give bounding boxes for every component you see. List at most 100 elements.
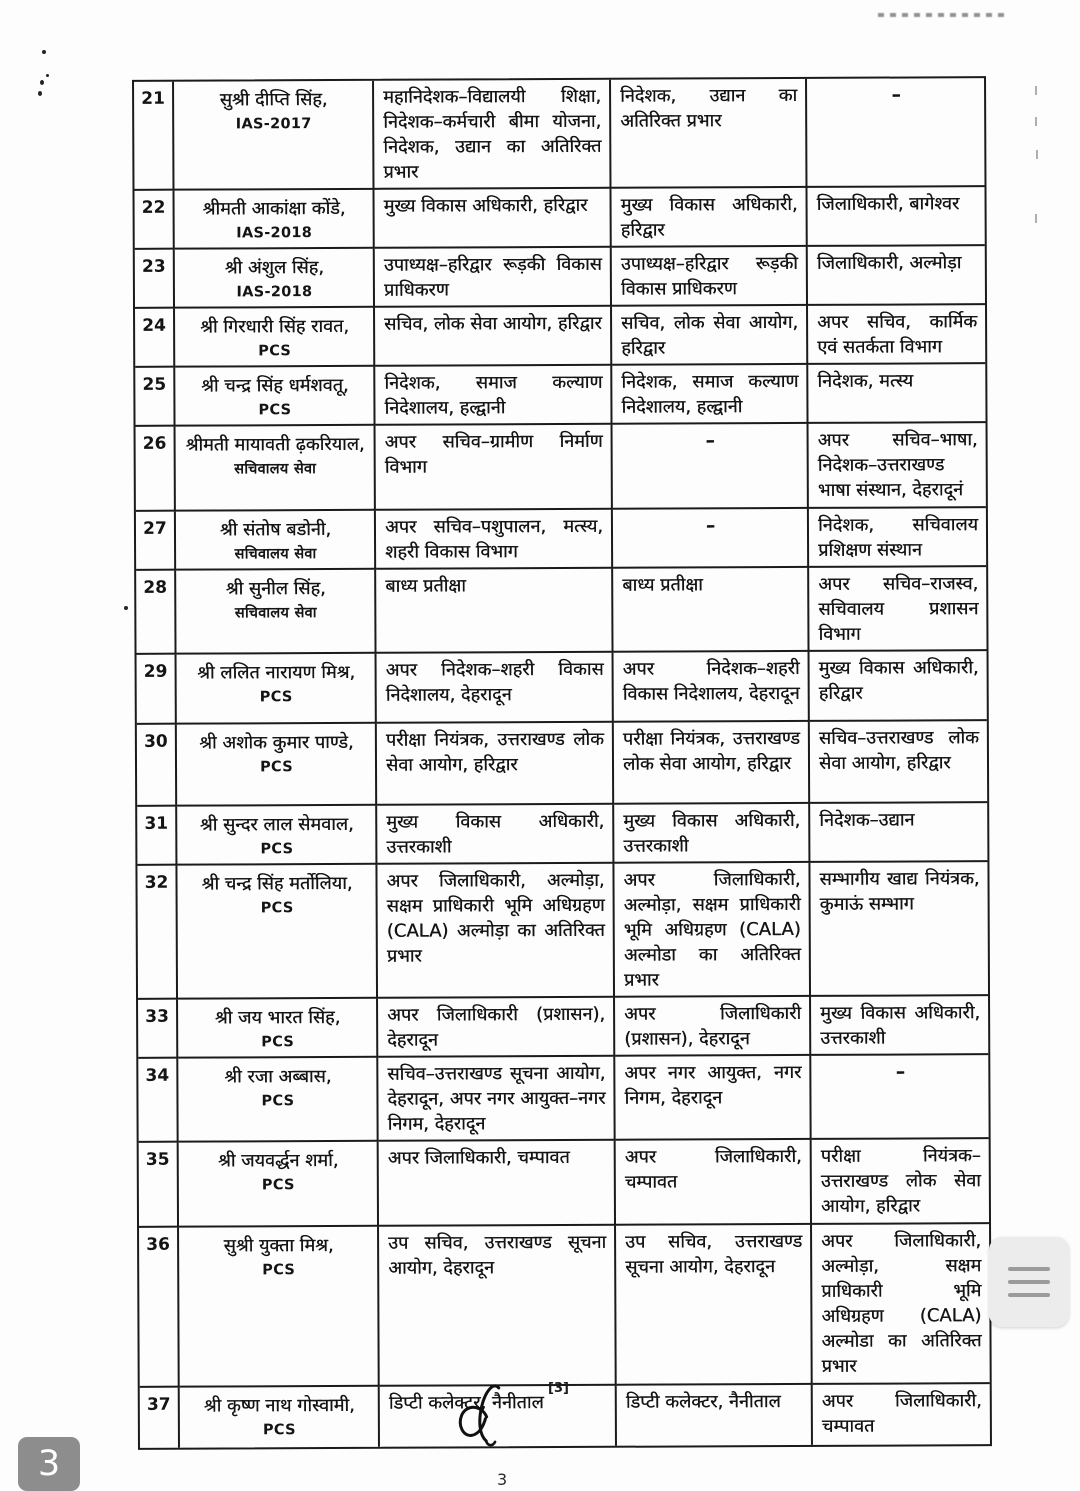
table-row: 22 श्रीमती आकांक्षा कोंडे, IAS-2018 मुख्य व… <box>134 187 985 250</box>
posting-cell: – <box>612 423 809 510</box>
officer-cadre: PCS <box>260 841 294 858</box>
officer-cadre: PCS <box>261 1177 295 1194</box>
posting-cell: अपर जिलाधिकारी, अल्मोड़ा, सक्षम प्राधिका… <box>812 1224 990 1385</box>
scan-edge-mark <box>1035 86 1037 95</box>
table-row: 21 सुश्री दीप्ति सिंह, IAS-2017 महानिदेशक–व… <box>134 78 985 191</box>
name-cell: श्री ललित नारायण मिश्र, PCS <box>176 653 377 725</box>
table-row: 35 श्री जयवर्द्धन शर्मा, PCS अपर जिलाधिकारी… <box>138 1139 990 1228</box>
posting-cell: निदेशक, उद्यान का अतिरिक्त प्रभार <box>611 78 808 189</box>
serial-cell: 25 <box>135 367 176 427</box>
posting-cell: सम्भागीय खाद्य नियंत्रक, कुमाऊं सम्भाग <box>810 862 989 997</box>
posting-cell: सचिव–उत्तराखण्ड लोक सेवा आयोग, हरिद्वार <box>809 721 988 804</box>
officer-name: श्री रजा अब्बास, <box>224 1066 332 1088</box>
posting-cell: निदेशक, समाज कल्याण निदेशालय, हल्द्वानी <box>612 364 809 425</box>
officer-cadre: PCS <box>259 689 293 706</box>
posting-cell: निदेशक, समाज कल्याण निदेशालय, हल्द्वानी <box>375 365 613 426</box>
serial-cell: 37 <box>139 1387 180 1448</box>
name-cell: श्री संतोष बडोनी, सचिवालय सेवा <box>175 510 377 571</box>
ink-speckle <box>46 74 49 77</box>
name-cell: श्रीमती आकांक्षा कोंडे, IAS-2018 <box>174 189 375 250</box>
posting-cell: अपर सचिव–राजस्व, सचिवालय प्रशासन विभाग <box>809 567 987 652</box>
table-row: 29 श्री ललित नारायण मिश्र, PCS अपर निदेशक–श… <box>136 651 987 725</box>
footer-page-number: 3 <box>497 1470 508 1489</box>
officer-name: सुश्री दीप्ति सिंह, <box>219 89 328 111</box>
officer-cadre: PCS <box>260 900 294 917</box>
posting-cell: अपर सचिव–भाषा, निदेशक–उत्तराखण्ड भाषा सं… <box>808 423 986 509</box>
menu-lines-icon <box>1008 1280 1050 1284</box>
transfer-table: 21 सुश्री दीप्ति सिंह, IAS-2017 महानिदेशक–व… <box>132 76 992 1450</box>
posting-cell: अपर निदेशक–शहरी विकास निदेशालय, देहरादून <box>376 652 614 724</box>
officer-cadre: IAS-2018 <box>236 284 313 301</box>
table-row: 33 श्री जय भारत सिंह, PCS अपर जिलाधिकारी (प… <box>138 996 989 1059</box>
serial-cell: 27 <box>135 511 177 571</box>
officer-cadre: सचिवालय सेवा <box>234 605 317 622</box>
name-cell: सुश्री दीप्ति सिंह, IAS-2017 <box>174 80 375 191</box>
posting-cell: अपर सचिव, कार्मिक एवं सतर्कता विभाग <box>808 305 986 365</box>
serial-cell: 32 <box>137 865 179 1000</box>
posting-cell: मुख्य विकास अधिकारी, उत्तरकाशी <box>614 803 811 864</box>
serial-cell: 21 <box>134 81 175 191</box>
serial-cell: 26 <box>135 426 176 512</box>
serial-cell: 35 <box>138 1142 180 1228</box>
posting-cell: मुख्य विकास अधिकारी, हरिद्वार <box>374 188 612 249</box>
table-row: 32 श्री चन्द्र सिंह मर्तोलिया, PCS अपर जिला… <box>137 862 989 1000</box>
posting-cell: परीक्षा नियंत्रक– उत्तराखण्ड लोक सेवा आय… <box>811 1139 990 1225</box>
officer-cadre: PCS <box>262 1422 296 1439</box>
ink-speckle <box>42 50 46 54</box>
name-cell: श्री गिरधारी सिंह रावत, PCS <box>175 307 376 368</box>
serial-cell: 28 <box>136 570 177 655</box>
officer-name: श्री जयवर्द्धन शर्मा, <box>217 1149 339 1172</box>
name-cell: श्री अंशुल सिंह, IAS-2018 <box>174 248 376 309</box>
name-cell: श्री कृष्ण नाथ गोस्वामी, PCS <box>179 1386 380 1448</box>
officer-name: श्री गिरधारी सिंह रावत, <box>200 315 350 338</box>
page-annotation: [3] <box>548 1381 569 1396</box>
posting-cell: अपर जिलाधिकारी, चम्पावत <box>821 1390 982 1437</box>
page-badge-label: 3 <box>37 1444 61 1484</box>
officer-cadre: PCS <box>261 1034 295 1051</box>
posting-cell: सचिव, लोक सेवा आयोग, हरिद्वार <box>612 305 809 366</box>
posting-cell: परीक्षा नियंत्रक, उत्तराखण्ड लोक सेवा आय… <box>376 722 615 806</box>
posting-cell: अपर जिलाधिकारी, चम्पावत <box>378 1140 617 1227</box>
scan-smudge <box>878 13 1006 17</box>
name-cell: श्री जयवर्द्धन शर्मा, PCS <box>178 1141 380 1228</box>
posting-cell: अपर जिलाधिकारी, चम्पावत <box>615 1139 813 1226</box>
scroll-handle-widget[interactable] <box>989 1237 1069 1327</box>
menu-lines-icon <box>1008 1267 1050 1271</box>
officer-cadre: PCS <box>262 1262 296 1279</box>
posting-cell: मुख्य विकास अधिकारी, हरिद्वार <box>809 651 987 722</box>
officer-name: श्री ललित नारायण मिश्र, <box>197 661 356 684</box>
posting-cell: निदेशक, मत्स्य <box>808 364 986 424</box>
ink-speckle <box>38 91 42 96</box>
table-row: 28 श्री सुनील सिंह, सचिवालय सेवा बाध्य प्रत… <box>136 567 987 655</box>
name-cell: श्री सुनील सिंह, सचिवालय सेवा <box>176 569 377 655</box>
serial-cell: 23 <box>134 249 176 309</box>
posting-cell: अपर निदेशक–शहरी विकास निदेशालय, देहरादून <box>613 651 810 723</box>
officer-name: श्री जय भारत सिंह, <box>214 1006 341 1029</box>
posting-cell: महानिदेशक–विद्यालयी शिक्षा, निदेशक–कर्मच… <box>374 79 612 190</box>
posting-cell: अपर सचिव–पशुपालन, मत्स्य, शहरी विकास विभ… <box>375 509 614 570</box>
table-row: 25 श्री चन्द्र सिंह धर्मशवतू, PCS निदेशक, स… <box>135 364 986 427</box>
table-row: 27 श्री संतोष बडोनी, सचिवालय सेवा अपर सचिव–… <box>135 508 987 571</box>
name-cell: श्री रजा अब्बास, PCS <box>178 1057 379 1143</box>
posting-cell: जिलाधिकारी, बागेश्वर <box>807 187 985 247</box>
posting-cell: – <box>807 78 985 188</box>
serial-cell: 34 <box>138 1058 179 1143</box>
officer-name: श्री चन्द्र सिंह धर्मशवतू, <box>201 374 349 397</box>
scan-edge-mark <box>1035 214 1037 223</box>
name-cell: श्री अशोक कुमार पाण्डे, PCS <box>176 723 378 807</box>
officer-name: श्री कृष्ण नाथ गोस्वामी, <box>203 1394 355 1417</box>
officer-cadre: PCS <box>258 402 292 419</box>
officer-name: श्रीमती आकांक्षा कोंडे, <box>202 197 346 220</box>
officer-cadre: PCS <box>258 343 292 360</box>
posting-cell: मुख्य विकास अधिकारी, उत्तरकाशी <box>377 804 615 865</box>
table-row: 31 श्री सुन्दर लाल सेमवाल, PCS मुख्य विकास … <box>137 803 988 866</box>
menu-lines-icon <box>1008 1293 1050 1297</box>
posting-cell: अपर जिलाधिकारी, अल्मोड़ा, सक्षम प्राधिका… <box>377 863 616 999</box>
officer-cadre: PCS <box>260 759 293 776</box>
serial-cell: 31 <box>137 806 178 866</box>
officer-cadre: IAS-2018 <box>236 225 313 242</box>
officer-cadre: IAS-2017 <box>235 116 312 133</box>
posting-cell: अपर जिलाधिकारी (प्रशासन), देहरादून <box>378 997 616 1058</box>
posting-cell: अपर सचिव–ग्रामीण निर्माण विभाग <box>375 424 613 511</box>
